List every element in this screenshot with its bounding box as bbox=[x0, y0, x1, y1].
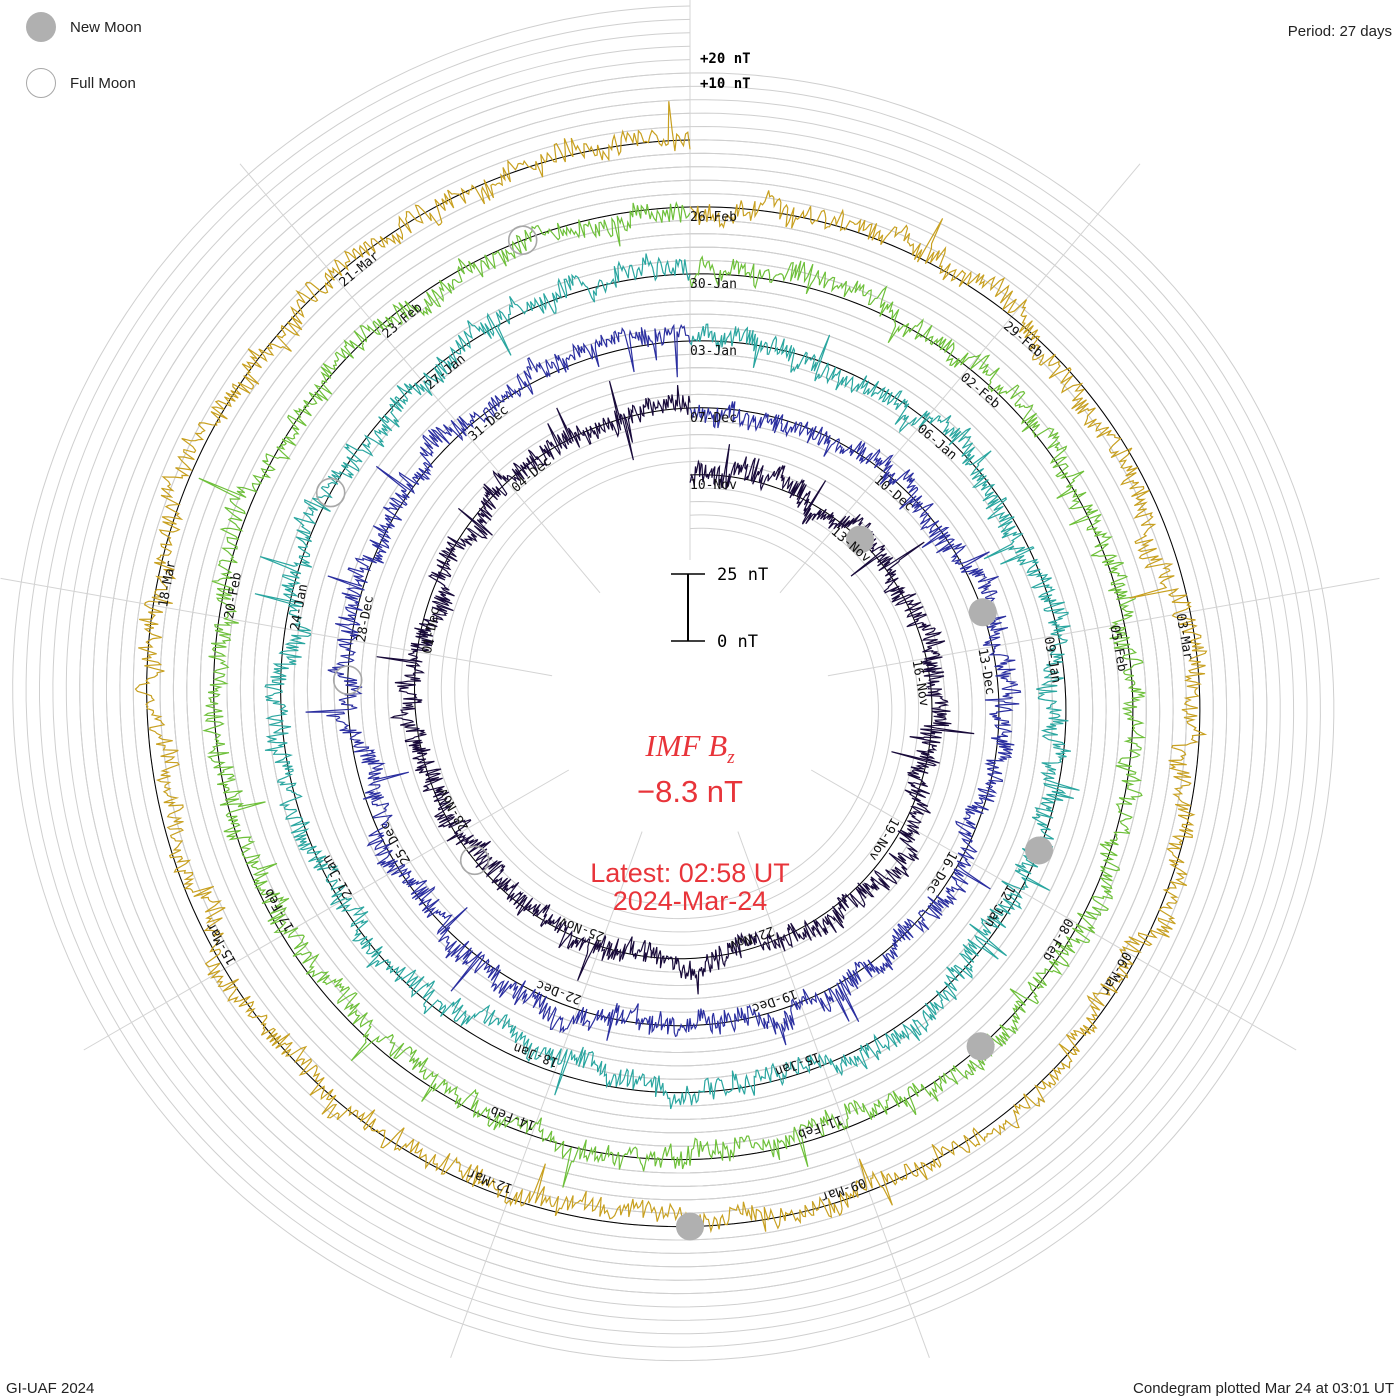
new-moon-marker bbox=[676, 1212, 704, 1241]
date-label: 21-Jan bbox=[319, 852, 355, 900]
new-moon-marker bbox=[966, 1032, 995, 1061]
day-spoke bbox=[0, 577, 553, 677]
footer-plot-time: Condegram plotted Mar 24 at 03:01 UT bbox=[1133, 1380, 1394, 1397]
full-moon-icon bbox=[26, 68, 56, 98]
date-label: 30-Jan bbox=[690, 277, 737, 292]
date-label: 10-Nov bbox=[690, 478, 737, 493]
center-title: IMF Bz bbox=[560, 728, 820, 769]
period-label: Period: 27 days bbox=[1287, 23, 1392, 40]
legend-full-moon: Full Moon bbox=[26, 68, 136, 98]
grid-ring bbox=[39, 32, 1308, 1335]
day-spoke bbox=[83, 769, 570, 1051]
center-value: −8.3 nT bbox=[637, 774, 743, 809]
full-moon-marker bbox=[332, 665, 363, 695]
ref-label-bottom: +10 nT bbox=[700, 76, 751, 92]
day-spoke bbox=[239, 163, 601, 594]
bz-trace-cycle-4 bbox=[198, 201, 1147, 1188]
date-label: 18-Mar bbox=[156, 559, 179, 608]
new-moon-marker bbox=[1025, 836, 1053, 865]
day-spoke bbox=[810, 769, 1297, 1051]
day-spokes bbox=[0, 0, 1380, 1358]
latest-time: Latest: 02:58 UT bbox=[590, 858, 790, 888]
day-spoke bbox=[450, 831, 643, 1358]
ref-label-top: +20 nT bbox=[700, 51, 751, 67]
new-moon-icon bbox=[26, 12, 56, 42]
date-label: 26-Feb bbox=[690, 210, 737, 225]
cycle-baseline bbox=[413, 407, 933, 960]
scale-bar-bottom-label: 0 nT bbox=[717, 632, 758, 652]
date-label: 07-Dec bbox=[690, 411, 737, 426]
legend-new-moon: New Moon bbox=[26, 12, 142, 42]
scale-bar: 25 nT 0 nT bbox=[671, 565, 768, 652]
grid-ring bbox=[119, 112, 1228, 1254]
grid-ring bbox=[65, 59, 1281, 1308]
grid-ring bbox=[159, 152, 1188, 1214]
day-spoke bbox=[779, 163, 1141, 594]
full-moon-marker bbox=[459, 845, 490, 876]
date-label: 06-Mar bbox=[1097, 949, 1134, 997]
grid-ring bbox=[52, 45, 1295, 1321]
center-title-main: IMF B bbox=[645, 728, 728, 763]
moon-phase-markers bbox=[315, 225, 1053, 1241]
cycle-baseline bbox=[280, 273, 1067, 1094]
legend-full-moon-label: Full Moon bbox=[70, 74, 136, 92]
scale-bar-top-label: 25 nT bbox=[717, 565, 768, 585]
new-moon-marker bbox=[968, 598, 997, 627]
date-label: 03-Jan bbox=[690, 344, 737, 359]
day-spoke bbox=[827, 577, 1380, 677]
day-spoke bbox=[737, 831, 930, 1358]
latest-date: 2024-Mar-24 bbox=[612, 886, 768, 916]
full-moon-marker bbox=[507, 225, 538, 255]
bz-trace-cycle-1 bbox=[376, 380, 975, 995]
bz-trace-cycle-3 bbox=[254, 253, 1080, 1110]
new-moon-marker bbox=[846, 525, 874, 554]
date-label: 15-Mar bbox=[203, 919, 240, 967]
footer-credit: GI-UAF 2024 bbox=[6, 1380, 95, 1397]
full-moon-marker bbox=[315, 477, 346, 508]
center-title-sub: z bbox=[727, 747, 735, 769]
date-label: 01-Dec bbox=[420, 606, 443, 655]
legend-new-moon-label: New Moon bbox=[70, 18, 142, 36]
bz-trace-cycle-2 bbox=[305, 323, 1022, 1046]
